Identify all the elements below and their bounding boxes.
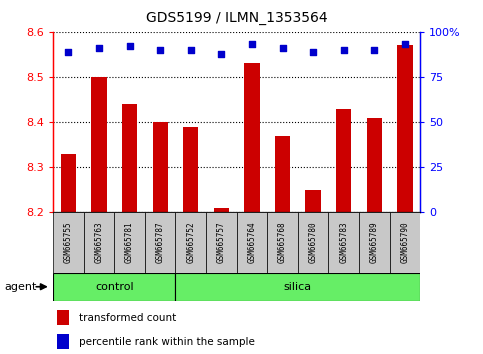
Bar bbox=[213, 208, 229, 212]
Text: GSM665755: GSM665755 bbox=[64, 222, 73, 263]
Bar bbox=[183, 127, 199, 212]
Text: control: control bbox=[95, 282, 134, 292]
Text: silica: silica bbox=[284, 282, 312, 292]
Bar bbox=[61, 154, 76, 212]
Bar bbox=[397, 45, 412, 212]
Text: GSM665780: GSM665780 bbox=[309, 222, 318, 263]
Bar bbox=[298, 212, 328, 273]
Text: GSM665783: GSM665783 bbox=[339, 222, 348, 263]
Bar bbox=[367, 118, 382, 212]
Bar bbox=[57, 310, 69, 325]
Point bbox=[65, 49, 72, 55]
Point bbox=[340, 47, 348, 53]
Point bbox=[187, 47, 195, 53]
Bar bbox=[91, 77, 107, 212]
Point bbox=[248, 42, 256, 47]
Bar bbox=[175, 212, 206, 273]
Point bbox=[309, 49, 317, 55]
Bar bbox=[206, 212, 237, 273]
Point bbox=[370, 47, 378, 53]
Text: GDS5199 / ILMN_1353564: GDS5199 / ILMN_1353564 bbox=[146, 11, 327, 25]
Text: GSM665752: GSM665752 bbox=[186, 222, 195, 263]
Bar bbox=[390, 212, 420, 273]
Point bbox=[217, 51, 225, 56]
Bar bbox=[122, 104, 137, 212]
Bar bbox=[305, 190, 321, 212]
Bar bbox=[244, 63, 260, 212]
Bar bbox=[114, 212, 145, 273]
Bar bbox=[336, 109, 352, 212]
Bar bbox=[359, 212, 390, 273]
Text: GSM665787: GSM665787 bbox=[156, 222, 165, 263]
Text: percentile rank within the sample: percentile rank within the sample bbox=[79, 337, 255, 347]
Text: transformed count: transformed count bbox=[79, 313, 176, 323]
Bar bbox=[53, 273, 175, 301]
Text: GSM665768: GSM665768 bbox=[278, 222, 287, 263]
Bar bbox=[53, 212, 84, 273]
Bar bbox=[275, 136, 290, 212]
Point bbox=[126, 44, 133, 49]
Text: GSM665789: GSM665789 bbox=[370, 222, 379, 263]
Bar bbox=[237, 212, 267, 273]
Point bbox=[401, 42, 409, 47]
Point bbox=[279, 45, 286, 51]
Point bbox=[95, 45, 103, 51]
Text: GSM665781: GSM665781 bbox=[125, 222, 134, 263]
Bar bbox=[153, 122, 168, 212]
Text: GSM665757: GSM665757 bbox=[217, 222, 226, 263]
Point bbox=[156, 47, 164, 53]
Text: GSM665764: GSM665764 bbox=[247, 222, 256, 263]
Bar bbox=[328, 212, 359, 273]
Text: GSM665763: GSM665763 bbox=[95, 222, 103, 263]
Text: agent: agent bbox=[5, 282, 37, 292]
Bar bbox=[57, 334, 69, 349]
Text: GSM665790: GSM665790 bbox=[400, 222, 410, 263]
Bar bbox=[267, 212, 298, 273]
Bar bbox=[84, 212, 114, 273]
Bar bbox=[145, 212, 175, 273]
Bar bbox=[175, 273, 420, 301]
